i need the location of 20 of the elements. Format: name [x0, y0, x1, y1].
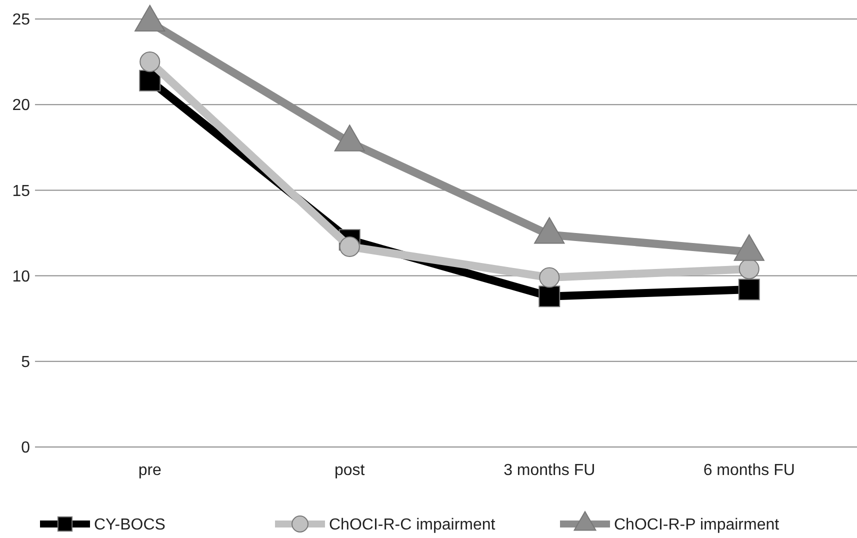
y-tick-label: 10: [12, 268, 30, 286]
y-tick-label: 5: [21, 354, 30, 371]
point: [539, 267, 560, 288]
legend-label: CY-BOCS: [94, 516, 166, 534]
point: [140, 52, 160, 72]
legend-label: ChOCI-R-C impairment: [329, 516, 496, 534]
y-tick-label: 15: [12, 182, 30, 200]
y-tick-label: 0: [21, 440, 30, 457]
point: [538, 286, 560, 308]
point: [738, 258, 760, 280]
point: [339, 236, 360, 257]
x-tick-label: 3 months FU: [504, 462, 596, 479]
x-tick-label: pre: [138, 462, 162, 479]
y-tick-label: 25: [12, 12, 30, 29]
legend-label: ChOCI-R-P impairment: [614, 516, 780, 534]
point: [139, 70, 161, 92]
x-tick-label: post: [334, 462, 366, 479]
point: [738, 278, 760, 300]
x-tick-label: 6 months FU: [703, 462, 795, 479]
y-tick-label: 20: [12, 97, 30, 114]
